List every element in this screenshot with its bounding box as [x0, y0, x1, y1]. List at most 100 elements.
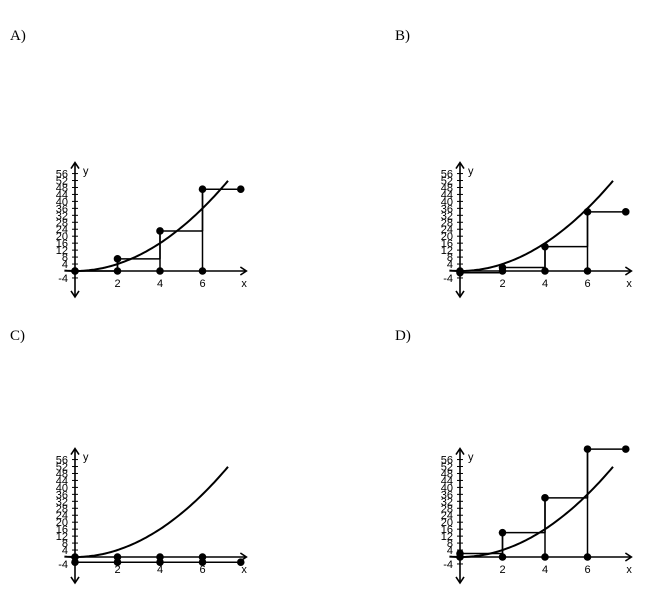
step-point	[541, 242, 549, 251]
y-tick-label: 4	[62, 545, 68, 557]
axis-point	[498, 267, 507, 275]
y-tick-label: 44	[56, 189, 68, 201]
step-point	[156, 558, 164, 567]
y-tick-label: 20	[441, 231, 453, 243]
y-tick-label: 44	[56, 475, 68, 487]
axis-point	[156, 267, 164, 275]
y-tick-label: 36	[56, 489, 68, 501]
step-point	[113, 558, 122, 567]
y-tick-label: 48	[56, 468, 68, 480]
curve-line	[449, 466, 614, 558]
y-tick-label: 16	[56, 238, 68, 250]
x-tick-label: 2	[114, 278, 120, 290]
step-approximation	[456, 208, 630, 277]
y-tick-label: 28	[56, 503, 68, 515]
x-tick-label: 6	[584, 278, 590, 290]
step-point	[583, 445, 592, 453]
y-tick-label: 40	[56, 196, 68, 208]
y-tick-label: 8	[62, 538, 68, 550]
panel-a: A) -4 4 8 12 16 20 24 28 32 36 40 44 48 52 56 2 4 6 y x	[0, 0, 325, 300]
step-approximation	[71, 185, 245, 275]
step-point	[71, 558, 79, 567]
y-tick-label: 4	[447, 259, 453, 271]
y-tick-label: 52	[56, 176, 68, 188]
panel-label: C)	[10, 328, 25, 344]
curve-line	[64, 466, 229, 558]
y-tick-label: 20	[56, 231, 68, 243]
x-axis-arrow	[624, 266, 633, 276]
y-tick-label: 20	[56, 517, 68, 529]
step-point	[541, 494, 549, 502]
step-point	[198, 185, 207, 194]
axis-point	[583, 553, 592, 561]
y-tick-label: 40	[441, 482, 453, 494]
y-tick-label: 4	[62, 259, 68, 271]
y-tick-label: 56	[441, 455, 453, 467]
y-axis-label: y	[83, 166, 89, 178]
y-tick-label: 32	[56, 496, 68, 508]
y-axis-label: y	[468, 452, 474, 464]
y-axis-arrow-top	[70, 161, 80, 170]
y-tick-label: -4	[443, 559, 453, 571]
y-tick-label: 40	[56, 482, 68, 494]
y-tick-label: 16	[56, 524, 68, 536]
y-tick-label: 56	[56, 169, 68, 181]
y-axis-arrow-top	[70, 447, 80, 456]
x-tick-label: 2	[114, 564, 120, 576]
y-tick-label: 32	[441, 210, 453, 222]
y-axis-arrow-bottom	[70, 576, 80, 585]
y-tick-label: 20	[441, 517, 453, 529]
x-tick-label: 4	[542, 564, 548, 576]
step-point	[198, 558, 207, 567]
x-tick-label: 2	[499, 564, 505, 576]
panel-label: A)	[10, 28, 26, 44]
step-point	[583, 208, 592, 216]
y-tick-label: 48	[441, 182, 453, 194]
x-tick-label: 2	[499, 278, 505, 290]
y-tick-label: 28	[56, 217, 68, 229]
axis-point	[71, 267, 79, 275]
y-tick-label: 44	[441, 475, 453, 487]
end-point	[621, 445, 630, 453]
axis-point	[541, 267, 549, 275]
panel-c: C) -4 4 8 12 16 20 24 28 32 36 40 44 48 52 56 2 4 6 y x	[0, 300, 325, 600]
axis-point	[156, 553, 164, 561]
step-point	[236, 558, 245, 567]
axis-point	[498, 553, 507, 561]
step-point	[498, 528, 507, 537]
axis-point	[583, 267, 592, 275]
y-tick-label: 28	[441, 217, 453, 229]
y-tick-label: 24	[441, 224, 453, 236]
y-tick-label: 24	[56, 510, 68, 522]
y-tick-label: 8	[447, 252, 453, 264]
step-approximation	[456, 445, 630, 561]
x-axis-label: x	[626, 564, 632, 576]
y-tick-label: 28	[441, 503, 453, 515]
x-axis-arrow	[239, 266, 248, 276]
y-axis-arrow-bottom	[455, 576, 465, 585]
axis-point	[71, 553, 79, 561]
y-tick-label: 48	[441, 468, 453, 480]
x-axis-label: x	[241, 564, 247, 576]
end-point	[621, 208, 630, 216]
y-tick-label: 16	[441, 238, 453, 250]
axis-point	[198, 267, 207, 275]
y-axis-label: y	[468, 166, 474, 178]
y-tick-label: 8	[447, 538, 453, 550]
axis-point	[456, 553, 464, 561]
y-tick-label: 12	[441, 531, 453, 543]
step-point	[156, 227, 164, 235]
y-tick-label: 24	[56, 224, 68, 236]
y-axis-arrow-top	[455, 447, 465, 456]
y-axis-arrow-bottom	[70, 290, 80, 299]
axis-point	[541, 553, 549, 561]
y-axis-label: y	[83, 452, 89, 464]
y-tick-label: 12	[56, 245, 68, 257]
y-tick-label: 44	[441, 189, 453, 201]
y-tick-label: 32	[56, 210, 68, 222]
